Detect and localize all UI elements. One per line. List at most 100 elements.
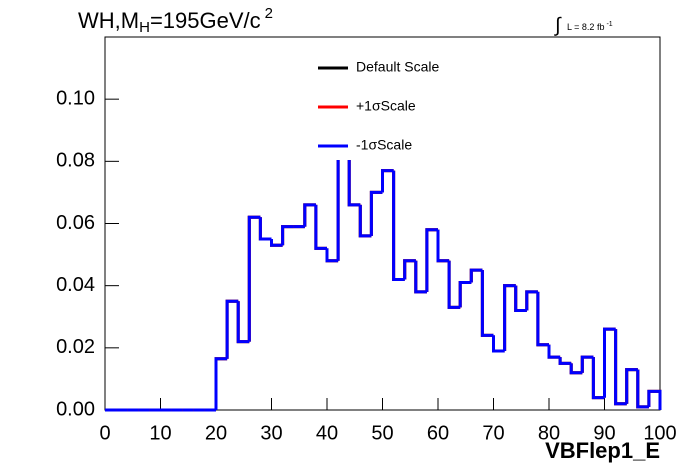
histogram-bin <box>591 357 605 400</box>
histogram-bin <box>603 327 616 398</box>
histogram-bin <box>458 281 472 308</box>
histogram-bin <box>225 299 239 359</box>
histogram-bin <box>358 204 372 238</box>
lumi: L = 8.2 fb -1 <box>567 21 613 33</box>
histogram-bin <box>336 144 350 261</box>
histogram-bin <box>369 190 383 236</box>
legend-label: Default Scale <box>356 59 439 75</box>
histogram-bin <box>225 299 239 359</box>
histogram-bin <box>580 355 594 373</box>
histogram-bin <box>369 190 383 236</box>
histogram-bin <box>525 290 538 311</box>
x-tick-label: 20 <box>205 422 227 444</box>
histogram-bin <box>303 203 316 227</box>
histogram-bin <box>480 270 494 337</box>
histogram-bin <box>580 355 594 373</box>
histogram-bin <box>469 268 483 283</box>
histogram-bin <box>436 229 450 263</box>
histogram-bin <box>414 260 427 294</box>
histogram-bin <box>480 270 494 337</box>
histogram-bin <box>236 301 250 344</box>
histogram-bin <box>247 215 261 342</box>
histogram-bin <box>281 225 294 246</box>
histogram-bin <box>392 170 405 281</box>
histogram-bin <box>469 268 483 283</box>
histogram-bin <box>614 329 627 406</box>
lumi-text: L = 8.2 fb <box>567 22 604 32</box>
histogram-bin <box>381 169 394 193</box>
histogram-bin <box>492 335 505 353</box>
histogram-bin <box>647 389 662 410</box>
title-part: 2 <box>265 5 273 22</box>
histogram-bin <box>392 170 405 281</box>
y-tick-label: 0.06 <box>56 212 95 234</box>
histogram-bin <box>247 215 261 342</box>
histogram-bin <box>614 329 627 406</box>
histogram-bin <box>436 229 450 263</box>
title-part: =195GeV/c <box>150 8 261 33</box>
y-tick-label: 0.10 <box>56 87 95 109</box>
histogram-bin <box>603 327 616 398</box>
histogram-bin <box>447 260 461 309</box>
histogram-bin <box>536 291 549 347</box>
histogram-bin <box>381 169 394 193</box>
histogram-bin <box>425 228 438 292</box>
y-tick-label: 0.04 <box>56 274 95 296</box>
histogram-bin <box>625 368 638 404</box>
histogram-bin <box>425 228 438 292</box>
histogram-bin <box>392 170 405 281</box>
histogram-bin <box>403 259 416 280</box>
histogram-bin <box>425 228 438 292</box>
histogram-bin <box>414 260 427 294</box>
title-part: WH,M <box>78 8 139 33</box>
histogram-bin <box>247 215 261 342</box>
histogram-bin <box>336 144 350 261</box>
histogram-bin <box>625 368 638 404</box>
x-tick-label: 10 <box>149 422 171 444</box>
histogram-bin <box>614 329 627 406</box>
histogram-bin <box>525 290 538 311</box>
histogram-bin <box>381 169 394 193</box>
histogram-bin <box>458 281 472 308</box>
y-tick-label: 0.00 <box>56 398 95 420</box>
histogram-bin <box>214 357 228 410</box>
histogram-bin <box>236 301 250 344</box>
histogram-bin <box>314 204 327 250</box>
histogram-bin <box>503 284 516 351</box>
histogram-bin <box>514 285 527 313</box>
histogram-bin <box>569 363 583 375</box>
histogram-bin <box>647 389 662 410</box>
histogram-bin <box>480 270 494 337</box>
histogram-bin <box>358 204 372 238</box>
y-tick-label: 0.08 <box>56 150 95 172</box>
x-tick-label: 70 <box>482 422 504 444</box>
histogram-bin <box>414 260 427 294</box>
histogram-bin <box>236 301 250 344</box>
histogram-bin <box>547 344 561 359</box>
histogram-bin <box>325 248 339 263</box>
histogram-bin <box>447 260 461 309</box>
histogram-bin <box>358 204 372 238</box>
series <box>105 144 662 412</box>
histogram-bin <box>514 285 527 313</box>
histogram-bin <box>503 284 516 351</box>
histogram-bin <box>369 190 383 236</box>
x-tick-label: 0 <box>99 422 110 444</box>
histogram-bin <box>258 217 272 241</box>
histogram-bin <box>314 204 327 250</box>
histogram-bin <box>636 369 649 409</box>
histogram-bin <box>403 259 416 280</box>
histogram-bin <box>503 284 516 351</box>
histogram-bin <box>547 344 561 359</box>
legend-label: -1σScale <box>356 137 412 153</box>
x-tick-label: 30 <box>260 422 282 444</box>
histogram-bin <box>214 357 228 410</box>
histogram-bin <box>591 357 605 400</box>
histogram-bin <box>258 217 272 241</box>
histogram-bin <box>214 357 228 410</box>
histogram-bin <box>447 260 461 309</box>
histogram-bin <box>258 217 272 241</box>
histogram-bin <box>636 369 649 409</box>
histogram-bin <box>558 357 572 365</box>
